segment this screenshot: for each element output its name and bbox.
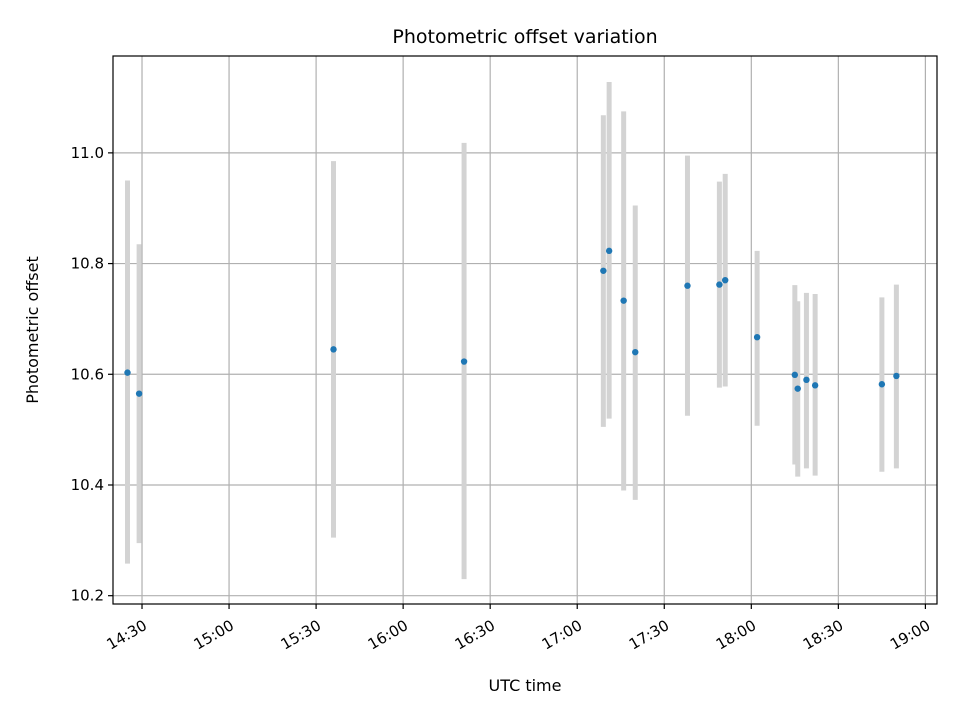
data-point [124,369,131,376]
x-tick-label: 14:30 [104,616,150,653]
data-point [135,390,143,397]
data-point [605,247,613,255]
y-axis-label: Photometric offset [23,256,42,404]
x-tick-label: 16:00 [365,616,411,653]
data-point [330,346,337,353]
x-axis-label: UTC time [489,676,562,695]
y-tick-label: 10.4 [71,476,104,494]
data-point [632,348,639,356]
data-point [893,372,900,380]
data-points [124,247,900,397]
data-point [794,385,801,392]
data-point [684,282,691,289]
data-point [878,381,886,388]
data-point [811,382,819,389]
y-tick-label: 11.0 [71,144,104,162]
data-point [620,297,627,304]
y-tick-label: 10.8 [71,255,104,273]
data-point [721,276,729,284]
x-tick-label: 17:00 [539,616,585,653]
x-tick-label: 15:00 [191,616,237,653]
x-tick-label: 17:30 [626,616,672,653]
y-axis-ticks: 10.2 10.4 10.6 10.8 11.0 [71,144,113,605]
errorbars [125,82,899,580]
chart-title: Photometric offset variation [392,26,657,48]
data-point [753,333,761,341]
data-point [600,267,607,274]
x-tick-label: 19:00 [887,616,933,653]
x-tick-label: 18:30 [800,616,846,653]
plot-frame [112,55,938,605]
data-point [460,358,468,365]
x-tick-label: 18:00 [713,616,759,653]
x-tick-label: 16:30 [452,616,498,653]
y-tick-label: 10.2 [71,587,104,605]
x-axis-ticks: 14:30 15:00 15:30 16:00 16:30 17:00 17:30 18:00… [104,604,933,653]
y-tick-label: 10.6 [71,365,104,383]
data-point [791,371,799,379]
data-point [803,376,810,384]
x-tick-label: 15:30 [278,616,324,653]
data-point [716,281,723,288]
